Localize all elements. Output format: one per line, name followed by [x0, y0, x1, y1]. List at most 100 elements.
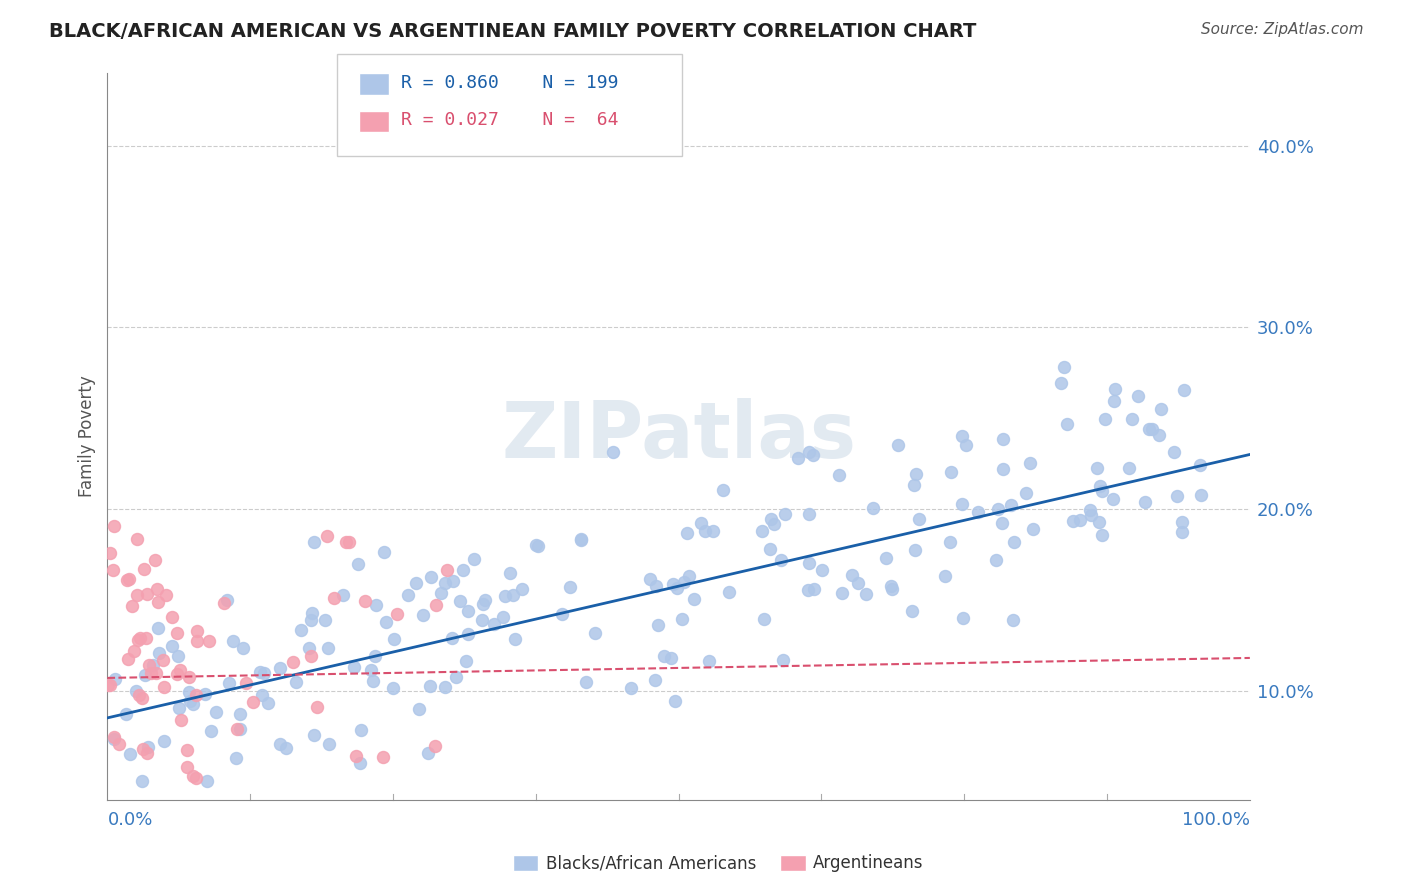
- Point: [204, 705, 226, 719]
- Point: [354, 594, 377, 608]
- Point: [225, 750, 247, 764]
- Point: [950, 429, 973, 443]
- Point: [143, 552, 166, 566]
- Point: [387, 607, 409, 621]
- Point: [1142, 422, 1164, 436]
- Point: [803, 582, 825, 597]
- Point: [127, 633, 149, 648]
- Point: [229, 723, 252, 737]
- Point: [1171, 524, 1194, 539]
- Point: [797, 582, 820, 597]
- Point: [419, 679, 441, 693]
- Point: [179, 670, 201, 684]
- Point: [142, 658, 165, 673]
- Point: [135, 587, 157, 601]
- Point: [344, 749, 367, 764]
- Point: [941, 465, 963, 479]
- Point: [430, 586, 453, 600]
- Point: [551, 607, 574, 621]
- Point: [316, 529, 339, 543]
- Text: R = 0.860    N = 199: R = 0.860 N = 199: [401, 74, 619, 92]
- Point: [880, 582, 903, 596]
- Point: [128, 631, 150, 645]
- Point: [186, 624, 208, 639]
- Point: [449, 594, 471, 608]
- Point: [103, 730, 125, 744]
- Point: [347, 557, 370, 571]
- Point: [375, 615, 398, 629]
- Text: Blacks/African Americans: Blacks/African Americans: [546, 855, 756, 872]
- Point: [152, 653, 174, 667]
- Point: [302, 728, 325, 742]
- Point: [285, 674, 308, 689]
- Point: [104, 672, 127, 686]
- Point: [664, 694, 686, 708]
- Point: [218, 676, 240, 690]
- Point: [166, 649, 188, 664]
- Point: [146, 621, 169, 635]
- Point: [950, 497, 973, 511]
- Point: [314, 613, 336, 627]
- Point: [97, 678, 120, 692]
- Point: [350, 723, 373, 737]
- Point: [269, 737, 291, 751]
- Point: [184, 688, 207, 702]
- Text: Argentineans: Argentineans: [813, 855, 924, 872]
- Point: [1062, 514, 1084, 528]
- Point: [364, 649, 387, 664]
- Point: [672, 575, 695, 590]
- Point: [1085, 460, 1108, 475]
- Point: [176, 760, 198, 774]
- Point: [659, 650, 682, 665]
- Point: [752, 612, 775, 626]
- Point: [405, 576, 427, 591]
- Point: [153, 734, 176, 748]
- Point: [527, 539, 550, 553]
- Point: [134, 667, 156, 681]
- Point: [1000, 498, 1022, 512]
- Text: BLACK/AFRICAN AMERICAN VS ARGENTINEAN FAMILY POVERTY CORRELATION CHART: BLACK/AFRICAN AMERICAN VS ARGENTINEAN FA…: [49, 22, 977, 41]
- Point: [302, 535, 325, 549]
- Point: [797, 507, 820, 521]
- Point: [337, 535, 360, 549]
- Point: [569, 533, 592, 547]
- Point: [987, 502, 1010, 516]
- Point: [846, 575, 869, 590]
- Point: [1015, 486, 1038, 500]
- Point: [602, 445, 624, 459]
- Point: [772, 652, 794, 666]
- Point: [125, 532, 148, 546]
- Point: [200, 724, 222, 739]
- Point: [1069, 513, 1091, 527]
- Point: [1147, 428, 1170, 442]
- Point: [799, 556, 821, 570]
- Point: [186, 771, 208, 785]
- Point: [139, 665, 162, 680]
- Point: [454, 654, 477, 668]
- Point: [361, 673, 384, 688]
- Point: [145, 666, 167, 681]
- Point: [1137, 421, 1160, 435]
- Point: [1188, 458, 1211, 473]
- Point: [759, 512, 782, 526]
- Point: [1018, 456, 1040, 470]
- Point: [1090, 527, 1112, 541]
- Point: [512, 582, 534, 596]
- Point: [654, 648, 676, 663]
- Point: [1126, 389, 1149, 403]
- Point: [1171, 516, 1194, 530]
- Point: [693, 524, 716, 538]
- Point: [181, 697, 204, 711]
- Point: [620, 681, 643, 696]
- Point: [148, 646, 170, 660]
- Point: [494, 590, 516, 604]
- Point: [799, 444, 821, 458]
- Point: [117, 574, 139, 588]
- Point: [690, 516, 713, 530]
- Point: [181, 769, 204, 783]
- Point: [98, 546, 121, 560]
- Point: [371, 749, 394, 764]
- Point: [451, 563, 474, 577]
- Point: [503, 632, 526, 646]
- Point: [457, 627, 479, 641]
